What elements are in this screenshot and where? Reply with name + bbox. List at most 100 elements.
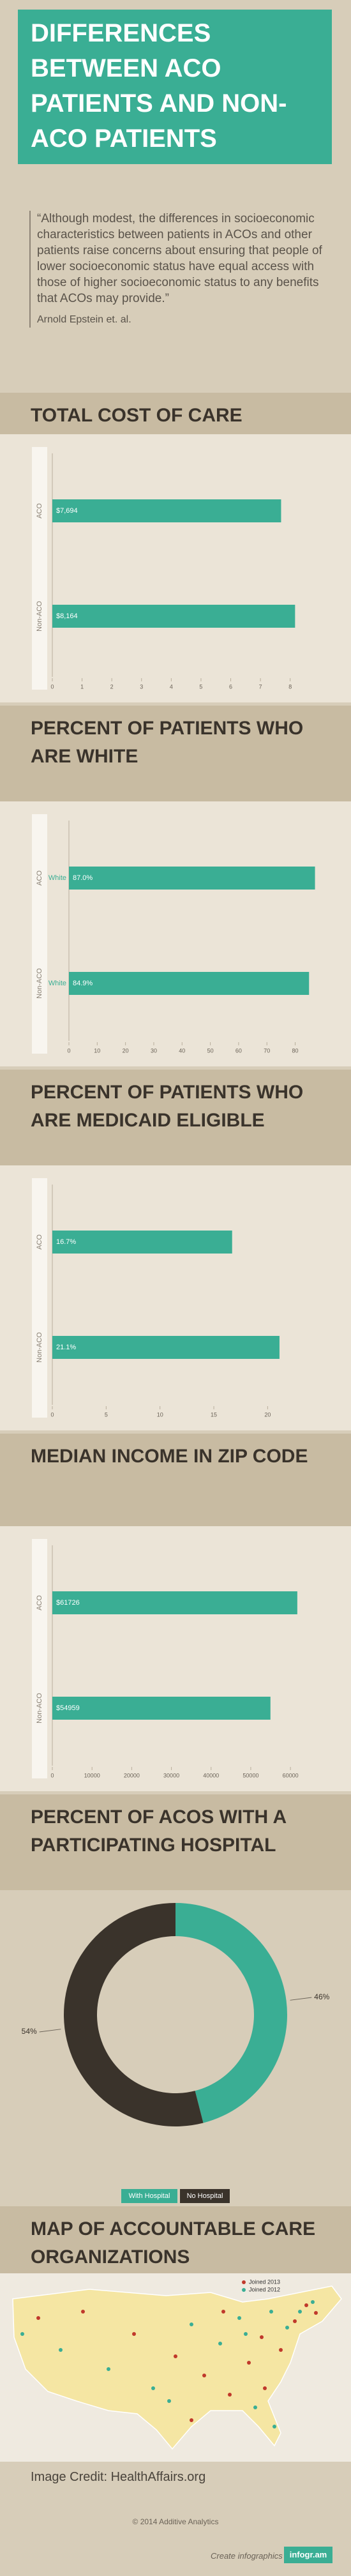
- bar: [69, 972, 310, 995]
- aco-marker: [81, 2310, 85, 2314]
- aco-marker: [237, 2316, 241, 2320]
- x-tick-label: 60000: [283, 1772, 299, 1778]
- value-label: 46%: [314, 1992, 329, 2001]
- aco-marker: [298, 2310, 302, 2314]
- bar: [52, 499, 281, 522]
- chart: 0 5 10 15 20 ACO 16.7% Non-ACO 21.1%: [0, 1165, 351, 1430]
- brand-button[interactable]: infogr.am: [284, 2547, 332, 2563]
- aco-marker: [285, 2326, 289, 2330]
- aco-marker: [244, 2332, 248, 2336]
- legend-marker: [242, 2288, 246, 2292]
- x-tick-label: 0: [50, 1772, 54, 1778]
- aco-marker: [218, 2342, 222, 2345]
- x-tick-label: 7: [259, 683, 262, 690]
- x-tick-label: 20: [264, 1411, 271, 1418]
- x-tick-label: 50000: [243, 1772, 258, 1778]
- section-heading: PERCENT OF PATIENTS WHO ARE WHITE: [0, 706, 351, 801]
- bar: [52, 1231, 232, 1254]
- x-tick-label: 8: [288, 683, 292, 690]
- aco-marker: [293, 2319, 297, 2323]
- section-heading: PERCENT OF ACOS WITH A PARTICIPATING HOS…: [0, 1794, 351, 1890]
- value-label: 84.9%: [73, 980, 93, 987]
- aco-marker: [263, 2386, 267, 2390]
- copyright: © 2014 Additive Analytics: [132, 2517, 219, 2526]
- leader-line: [39, 2029, 61, 2033]
- category-label: ACO: [36, 870, 43, 886]
- label-strip: [32, 1539, 47, 1778]
- aco-marker: [202, 2374, 206, 2377]
- x-tick-label: 30000: [163, 1772, 179, 1778]
- legend-swatch: [180, 2189, 230, 2203]
- donut-segment: [63, 1903, 204, 2126]
- legend-label: No Hospital: [187, 2192, 223, 2200]
- aco-marker: [107, 2367, 110, 2371]
- x-tick-label: 6: [229, 683, 232, 690]
- x-tick-label: 1: [80, 683, 84, 690]
- header: DIFFERENCES BETWEEN ACO PATIENTS AND NON…: [18, 10, 332, 164]
- value-label: $61726: [56, 1599, 80, 1607]
- aco-marker: [228, 2393, 232, 2397]
- aco-marker: [167, 2399, 171, 2403]
- aco-marker: [304, 2303, 308, 2307]
- aco-marker: [190, 2322, 193, 2326]
- legend-marker: [242, 2280, 246, 2284]
- plot-background: [0, 1526, 351, 1791]
- value-label: $8,164: [56, 612, 78, 620]
- label-strip: [32, 1178, 47, 1418]
- title: DIFFERENCES BETWEEN ACO PATIENTS AND NON…: [31, 19, 287, 153]
- create-link[interactable]: Create infographics: [211, 2551, 283, 2561]
- category-label: Non-ACO: [36, 968, 43, 999]
- series-label: White: [49, 874, 66, 882]
- x-tick-label: 40: [179, 1047, 185, 1054]
- bar: [52, 1591, 297, 1614]
- aco-marker: [279, 2348, 283, 2352]
- section-heading: MEDIAN INCOME IN ZIP CODE: [0, 1434, 351, 1526]
- x-tick-label: 70: [264, 1047, 270, 1054]
- credit: Image Credit: HealthAffairs.org: [31, 2470, 206, 2484]
- series-label: White: [49, 980, 66, 987]
- chart: 0 1 2 3 4 5 6 7 8 ACO $7,694 Non-ACO $8,164: [0, 434, 351, 702]
- x-tick-label: 30: [151, 1047, 157, 1054]
- map: Joined 2013 Joined 2012: [0, 2273, 351, 2462]
- bar: [52, 1336, 280, 1359]
- bar: [52, 1697, 271, 1720]
- x-tick-label: 0: [50, 1411, 54, 1418]
- x-tick-label: 3: [140, 683, 143, 690]
- category-label: Non-ACO: [36, 1332, 43, 1363]
- x-tick-label: 2: [110, 683, 114, 690]
- aco-marker: [221, 2310, 225, 2314]
- aco-markers: [20, 2300, 318, 2428]
- aco-marker: [269, 2310, 273, 2314]
- legend-label: With Hospital: [129, 2192, 170, 2200]
- x-tick-label: 15: [211, 1411, 217, 1418]
- aco-marker: [314, 2311, 318, 2315]
- x-tick-label: 50: [207, 1047, 214, 1054]
- x-tick-label: 5: [105, 1411, 108, 1418]
- value-label: 16.7%: [56, 1238, 76, 1246]
- aco-marker: [260, 2335, 264, 2339]
- bar: [69, 867, 315, 890]
- aco-marker: [20, 2332, 24, 2336]
- value-label: 21.1%: [56, 1344, 76, 1351]
- x-tick-label: 4: [170, 683, 173, 690]
- plot-background: [0, 801, 351, 1066]
- x-tick-label: 10: [157, 1411, 163, 1418]
- x-tick-label: 10000: [84, 1772, 100, 1778]
- plot-background: [0, 1165, 351, 1430]
- chart: 0 10000 20000 30000 40000 50000 60000 ACO $61726…: [0, 1526, 351, 1791]
- aco-marker: [59, 2348, 63, 2352]
- x-tick-label: 20000: [124, 1772, 140, 1778]
- section-heading: MAP OF ACCOUNTABLE CARE ORGANIZATIONS: [0, 2206, 351, 2273]
- quote-text: “Although modest, the differences in soc…: [37, 212, 322, 305]
- bar: [52, 605, 295, 628]
- quote: “Although modest, the differences in soc…: [29, 211, 331, 328]
- section-heading: TOTAL COST OF CARE: [0, 393, 351, 434]
- leader-line: [290, 1997, 312, 2001]
- x-tick-label: 0: [67, 1047, 70, 1054]
- legend-label: Joined 2013: [249, 2278, 280, 2285]
- label-strip: [32, 447, 47, 690]
- value-label: 87.0%: [73, 874, 93, 882]
- category-label: Non-ACO: [36, 601, 43, 632]
- aco-marker: [311, 2300, 315, 2304]
